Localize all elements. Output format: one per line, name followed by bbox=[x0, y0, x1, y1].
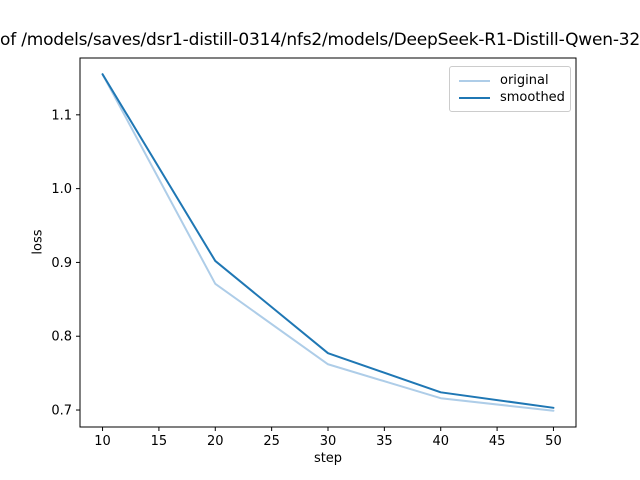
y-tick-label: 0.8 bbox=[51, 330, 72, 345]
legend-item-smoothed: smoothed bbox=[459, 91, 565, 104]
x-tick-label: 25 bbox=[263, 434, 280, 449]
x-tick-label: 45 bbox=[489, 434, 506, 449]
x-tick-label: 50 bbox=[545, 434, 562, 449]
x-tick-label: 15 bbox=[151, 434, 168, 449]
series-line-original bbox=[101, 73, 555, 412]
x-tick-label: 40 bbox=[432, 434, 449, 449]
y-tick-label: 1.1 bbox=[51, 108, 72, 123]
x-tick-label: 10 bbox=[94, 434, 111, 449]
y-tick-label: 1.0 bbox=[51, 182, 72, 197]
x-tick-label: 30 bbox=[320, 434, 337, 449]
x-axis-label: step bbox=[313, 451, 343, 466]
x-tick-label: 20 bbox=[207, 434, 224, 449]
chart-title: of /models/saves/dsr1-distill-0314/nfs2/… bbox=[0, 30, 640, 50]
legend: original smoothed bbox=[449, 66, 571, 112]
legend-item-original: original bbox=[459, 74, 561, 87]
legend-label-original: original bbox=[500, 73, 549, 88]
y-tick-label: 0.9 bbox=[51, 256, 72, 271]
series-line-smoothed bbox=[101, 73, 555, 409]
smoothed-line-swatch bbox=[459, 96, 490, 99]
y-tick-label: 0.7 bbox=[51, 404, 72, 419]
original-line-swatch bbox=[459, 79, 490, 82]
axes-frame bbox=[79, 57, 577, 428]
y-axis-label: loss bbox=[30, 229, 46, 255]
x-tick-label: 35 bbox=[376, 434, 393, 449]
legend-label-smoothed: smoothed bbox=[500, 90, 565, 105]
